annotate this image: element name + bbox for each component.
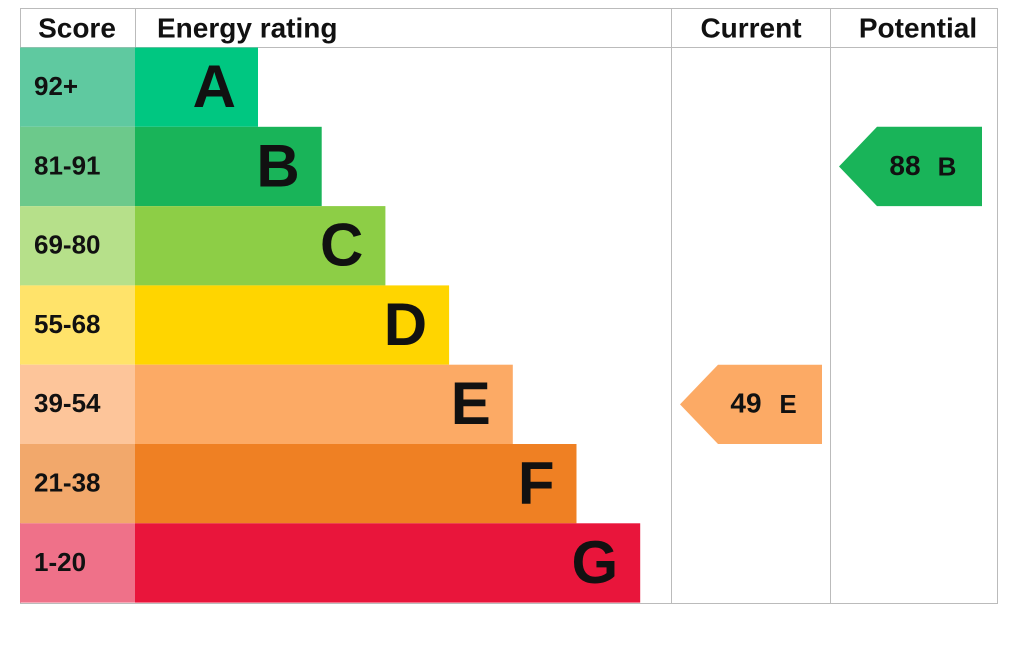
potential-arrow — [839, 126, 982, 207]
rating-letter: C — [320, 212, 363, 279]
current-rating: E — [779, 389, 796, 419]
header-score: Score — [38, 12, 116, 43]
score-range: 69-80 — [34, 230, 101, 260]
potential-score: 88 — [889, 150, 920, 181]
rating-letter: A — [193, 53, 236, 120]
rating-letter: E — [451, 370, 491, 437]
current-score: 49 — [730, 388, 761, 419]
score-cell — [20, 285, 135, 365]
score-range: 81-91 — [34, 150, 101, 180]
rating-bar — [135, 206, 386, 286]
score-range: 39-54 — [34, 388, 101, 418]
header-potential: Potential — [859, 12, 977, 43]
score-range: 1-20 — [34, 547, 86, 577]
rating-bar — [135, 364, 513, 444]
score-range: 21-38 — [34, 468, 101, 498]
current-arrow — [680, 364, 822, 444]
score-cell — [20, 444, 135, 524]
rating-letter: F — [518, 449, 555, 516]
rating-letter: B — [256, 132, 299, 199]
rating-letter: G — [572, 529, 619, 596]
score-cell — [20, 206, 135, 286]
rating-letter: D — [384, 291, 427, 358]
header-current: Current — [700, 12, 801, 43]
score-cell — [20, 523, 135, 603]
rating-bar — [135, 444, 577, 524]
rating-bar — [135, 523, 641, 603]
score-range: 92+ — [34, 71, 78, 101]
potential-rating: B — [938, 151, 957, 181]
score-cell — [20, 47, 135, 127]
rating-bar — [135, 285, 450, 365]
score-cell — [20, 126, 135, 207]
score-range: 55-68 — [34, 309, 101, 339]
score-cell — [20, 364, 135, 444]
header-energy-rating: Energy rating — [157, 12, 337, 43]
rating-bar — [135, 47, 258, 127]
rating-bar — [135, 126, 322, 207]
